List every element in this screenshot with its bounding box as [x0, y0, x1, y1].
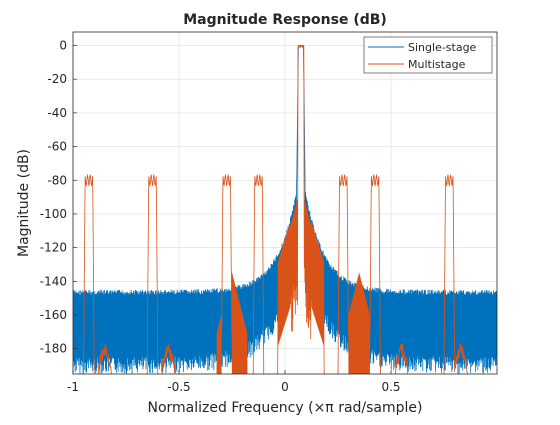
- y-tick-label: -80: [47, 173, 67, 187]
- y-tick-label: -180: [40, 342, 67, 356]
- legend-label-single-stage: Single-stage: [408, 41, 477, 54]
- x-axis-label: Normalized Frequency (×π rad/sample): [148, 400, 423, 416]
- y-tick-label: -100: [40, 207, 67, 221]
- y-tick-label: -160: [40, 308, 67, 322]
- y-tick-label: 0: [59, 38, 67, 52]
- x-tick-label: 0: [281, 380, 289, 394]
- y-tick-label: -40: [47, 106, 67, 120]
- y-axis-label: Magnitude (dB): [16, 149, 32, 257]
- legend-label-multistage: Multistage: [408, 58, 466, 71]
- x-ticks: -1 -0.5 0 0.5: [67, 370, 401, 394]
- y-tick-label: -140: [40, 274, 67, 288]
- series-single-stage-line: [73, 45, 497, 374]
- y-tick-label: -60: [47, 140, 67, 154]
- legend-box: [363, 36, 493, 74]
- y-tick-label: -20: [47, 72, 67, 86]
- chart-title: Magnitude Response (dB): [183, 12, 387, 28]
- x-tick-label: -1: [67, 380, 79, 394]
- x-tick-label: -0.5: [167, 380, 190, 394]
- y-ticks: 0 -20 -40 -60 -80 -100 -120 -140 -160 -180: [40, 38, 77, 356]
- series-multistage-line: [83, 44, 468, 374]
- y-tick-label: -120: [40, 241, 67, 255]
- legend: Single-stage Multistage: [363, 36, 493, 74]
- x-tick-label: 0.5: [381, 380, 400, 394]
